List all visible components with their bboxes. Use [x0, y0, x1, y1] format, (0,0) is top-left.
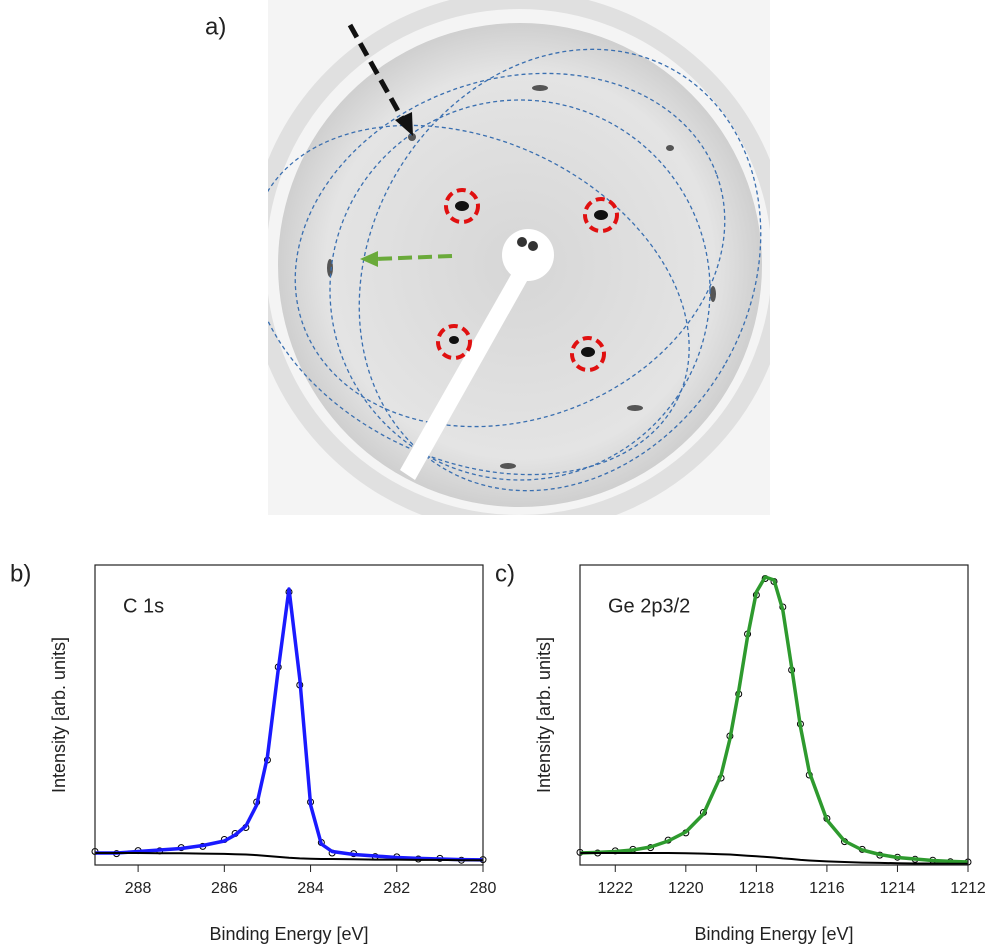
curve	[580, 852, 968, 865]
x-tick-label: 1214	[880, 880, 916, 897]
x-axis-label: Binding Energy [eV]	[209, 924, 368, 944]
x-tick-label: 284	[297, 880, 324, 897]
plot-frame	[579, 564, 969, 866]
plot-frame	[94, 564, 484, 866]
x-tick-label: 1218	[739, 880, 775, 897]
curve	[579, 575, 969, 864]
leed-image	[268, 0, 770, 515]
panel-label: b)	[10, 560, 31, 587]
x-tick-label: 1220	[668, 880, 704, 897]
y-axis-label: Intensity [arb. units]	[534, 637, 554, 793]
x-tick-label: 282	[383, 880, 410, 897]
y-axis-label: Intensity [arb. units]	[49, 637, 69, 793]
annotation: Ge 2p3/2	[608, 595, 690, 617]
x-tick-label: 286	[211, 880, 238, 897]
x-tick-label: 1212	[950, 880, 986, 897]
panel-label: a)	[205, 13, 226, 40]
x-tick-label: 1222	[597, 880, 633, 897]
x-tick-label: 1216	[809, 880, 845, 897]
curve	[95, 587, 484, 862]
annotation: C 1s	[123, 595, 164, 617]
x-tick-label: 288	[125, 880, 152, 897]
curve	[95, 852, 483, 862]
x-axis-label: Binding Energy [eV]	[694, 924, 853, 944]
x-tick-label: 280	[470, 880, 497, 897]
panel-label: c)	[495, 560, 515, 587]
